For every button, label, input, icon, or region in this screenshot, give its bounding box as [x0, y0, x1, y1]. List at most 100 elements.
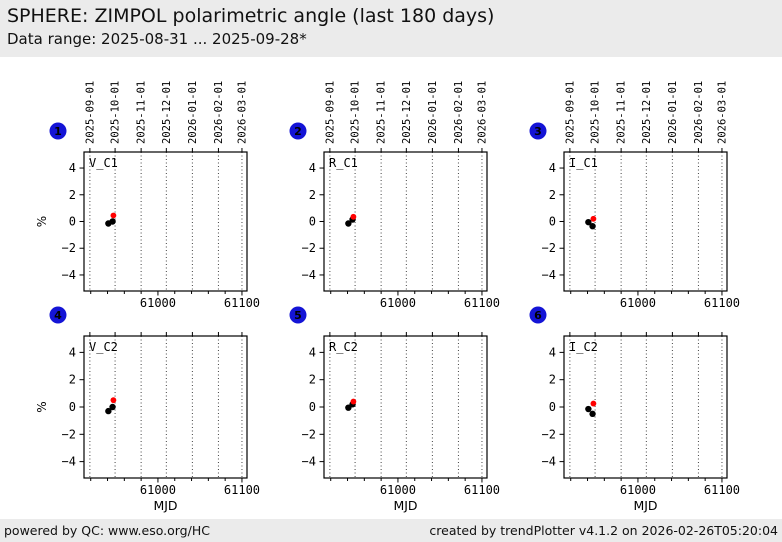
date-tick-label: 2025-09-01: [564, 81, 576, 144]
data-point-black: [109, 218, 116, 225]
data-point-black: [109, 403, 116, 411]
panel-number: 1: [54, 125, 62, 138]
date-tick-label: 2025-10-01: [110, 81, 122, 144]
y-tick-label: 4: [69, 345, 76, 359]
panel-number: 3: [534, 125, 542, 138]
y-tick-label: 2: [549, 188, 556, 202]
date-tick-label: 2025-09-01: [84, 81, 96, 144]
page-title: SPHERE: ZIMPOL polarimetric angle (last …: [7, 5, 495, 27]
subplot-v_c2: 61000 61100 4 2 0 −2 −4% MJD V_C2 4: [35, 306, 260, 513]
x-tick-label: 61000: [140, 483, 176, 497]
x-tick-label: 61000: [620, 483, 656, 497]
subplot-v_c1: 2025-09-01 2025-10-01 2025-11-01 2025-12-01…: [35, 81, 260, 310]
y-axis-label: %: [35, 216, 49, 227]
panel-number-badge: [529, 122, 547, 140]
panel-number-badge: [49, 306, 67, 324]
panel-number: 2: [294, 125, 302, 138]
y-tick-label: −2: [542, 241, 556, 255]
data-point-black: [585, 218, 592, 226]
y-tick-label: 0: [69, 400, 76, 414]
data-point-red: [590, 400, 597, 407]
date-tick-label: 2026-03-01: [716, 81, 728, 144]
date-tick-label: 2026-01-01: [187, 81, 199, 144]
panel-label: R_C2: [329, 340, 358, 354]
date-tick-label: 2025-12-01: [401, 81, 413, 144]
x-tick-label: 61100: [464, 296, 500, 310]
data-point-red: [110, 397, 117, 404]
data-point-red: [350, 398, 357, 405]
y-tick-label: 2: [549, 373, 556, 387]
y-tick-label: 0: [549, 400, 556, 414]
y-tick-label: 0: [309, 215, 316, 229]
subplot-i_c1: 2025-09-01 2025-10-01 2025-11-01 2025-12-01…: [529, 81, 740, 310]
panel-number-badge: [289, 306, 307, 324]
y-tick-label: −2: [62, 241, 76, 255]
x-axis-label: MJD: [633, 498, 657, 513]
x-tick-label: 61100: [224, 483, 260, 497]
y-tick-label: 2: [69, 188, 76, 202]
y-tick-label: 4: [69, 161, 76, 175]
data-point-black: [105, 407, 112, 415]
x-tick-label: 61000: [380, 296, 416, 310]
date-tick-label: 2026-02-01: [453, 81, 465, 144]
y-tick-label: 0: [69, 215, 76, 229]
x-tick-label: 61100: [224, 296, 260, 310]
subplot-i_c2: 61000 61100 4 2 0 −2 −4 MJD I_C2 6: [529, 306, 740, 513]
date-tick-label: 2026-03-01: [476, 81, 488, 144]
plot-frame: [83, 335, 248, 479]
panel-number: 6: [534, 309, 542, 322]
panel-number: 4: [54, 309, 62, 322]
data-point-black: [589, 222, 596, 230]
footer-powered-by: powered by QC: www.eso.org/HC: [4, 523, 210, 538]
date-tick-label: 2025-11-01: [136, 81, 148, 144]
data-point-red: [350, 213, 357, 220]
footer-created-by: created by trendPlotter v4.1.2 on 2026-0…: [429, 523, 778, 538]
y-tick-label: 0: [309, 400, 316, 414]
y-tick-label: −4: [542, 455, 556, 469]
date-tick-label: 2026-01-01: [667, 81, 679, 144]
panel-number: 5: [294, 309, 302, 322]
data-point-red: [110, 212, 117, 219]
x-tick-label: 61100: [464, 483, 500, 497]
panel-label: V_C2: [89, 340, 118, 354]
date-tick-label: 2025-11-01: [376, 81, 388, 144]
y-tick-label: 2: [69, 373, 76, 387]
x-tick-label: 61100: [704, 296, 740, 310]
header: SPHERE: ZIMPOL polarimetric angle (last …: [0, 0, 782, 57]
subplot-r_c1: 2025-09-01 2025-10-01 2025-11-01 2025-12-01…: [289, 81, 500, 310]
panel-label: I_C1: [569, 156, 598, 170]
x-tick-label: 61000: [380, 483, 416, 497]
y-tick-label: 4: [309, 345, 316, 359]
footer: powered by QC: www.eso.org/HC created by…: [0, 519, 782, 542]
date-tick-label: 2025-10-01: [590, 81, 602, 144]
y-tick-label: 4: [549, 345, 556, 359]
x-axis-label: MJD: [153, 498, 177, 513]
date-tick-label: 2026-03-01: [236, 81, 248, 144]
y-tick-label: 2: [309, 373, 316, 387]
x-axis-label: MJD: [393, 498, 417, 513]
y-tick-label: −2: [542, 427, 556, 441]
date-tick-label: 2025-10-01: [350, 81, 362, 144]
y-tick-label: −2: [302, 427, 316, 441]
y-tick-label: −2: [62, 427, 76, 441]
date-tick-label: 2025-12-01: [641, 81, 653, 144]
y-tick-label: 2: [309, 188, 316, 202]
data-point-black: [589, 410, 596, 418]
x-tick-label: 61000: [620, 296, 656, 310]
panel-label: R_C1: [329, 156, 358, 170]
y-tick-label: −4: [542, 268, 556, 282]
date-tick-label: 2026-02-01: [693, 81, 705, 144]
date-tick-label: 2026-02-01: [213, 81, 225, 144]
panel-number-badge: [289, 122, 307, 140]
panel-label: V_C1: [89, 156, 118, 170]
y-tick-label: −4: [302, 268, 316, 282]
panel-number-badge: [49, 122, 67, 140]
data-point-red: [590, 215, 597, 222]
panel-number-badge: [529, 306, 547, 324]
subplot-r_c2: 61000 61100 4 2 0 −2 −4 MJD R_C2 5: [289, 306, 500, 513]
y-tick-label: 0: [549, 215, 556, 229]
page-subtitle: Data range: 2025-08-31 ... 2025-09-28*: [7, 30, 307, 48]
date-tick-label: 2026-01-01: [427, 81, 439, 144]
data-point-black: [585, 405, 592, 413]
